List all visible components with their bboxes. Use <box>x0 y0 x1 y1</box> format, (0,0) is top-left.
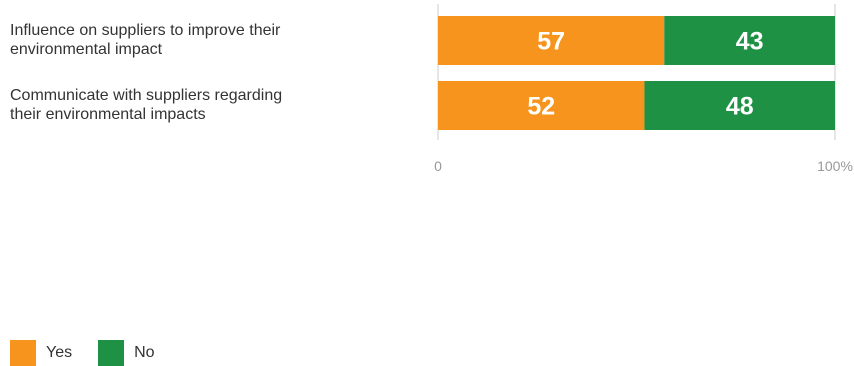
category-label: Influence on suppliers to improve their e… <box>10 22 281 58</box>
bar-no <box>644 81 835 130</box>
data-label-no: 48 <box>726 93 754 121</box>
tick-label-0: 0 <box>434 158 442 174</box>
legend-item-no: No <box>98 340 155 366</box>
legend-swatch-yes <box>10 340 36 366</box>
bar-yes <box>438 81 645 130</box>
bar-yes <box>438 16 665 65</box>
data-label-no: 43 <box>736 28 764 56</box>
tick-label-100: 100% <box>817 158 853 174</box>
category-label: Communicate with suppliers regarding thei… <box>10 87 282 123</box>
chart-legend: Yes No <box>10 340 181 366</box>
category-label-line: environmental impact <box>10 41 163 58</box>
bar-no <box>664 16 835 65</box>
legend-item-yes: Yes <box>10 340 72 366</box>
legend-swatch-no <box>98 340 125 366</box>
data-label-yes: 57 <box>537 28 565 56</box>
category-label-line: their environmental impacts <box>10 106 206 123</box>
category-label-line: Influence on suppliers to improve their <box>10 22 281 39</box>
data-label-yes: 52 <box>527 93 555 121</box>
legend-label-no: No <box>134 344 155 361</box>
category-label-line: Communicate with suppliers regarding <box>10 87 282 104</box>
legend-label-yes: Yes <box>46 344 73 361</box>
